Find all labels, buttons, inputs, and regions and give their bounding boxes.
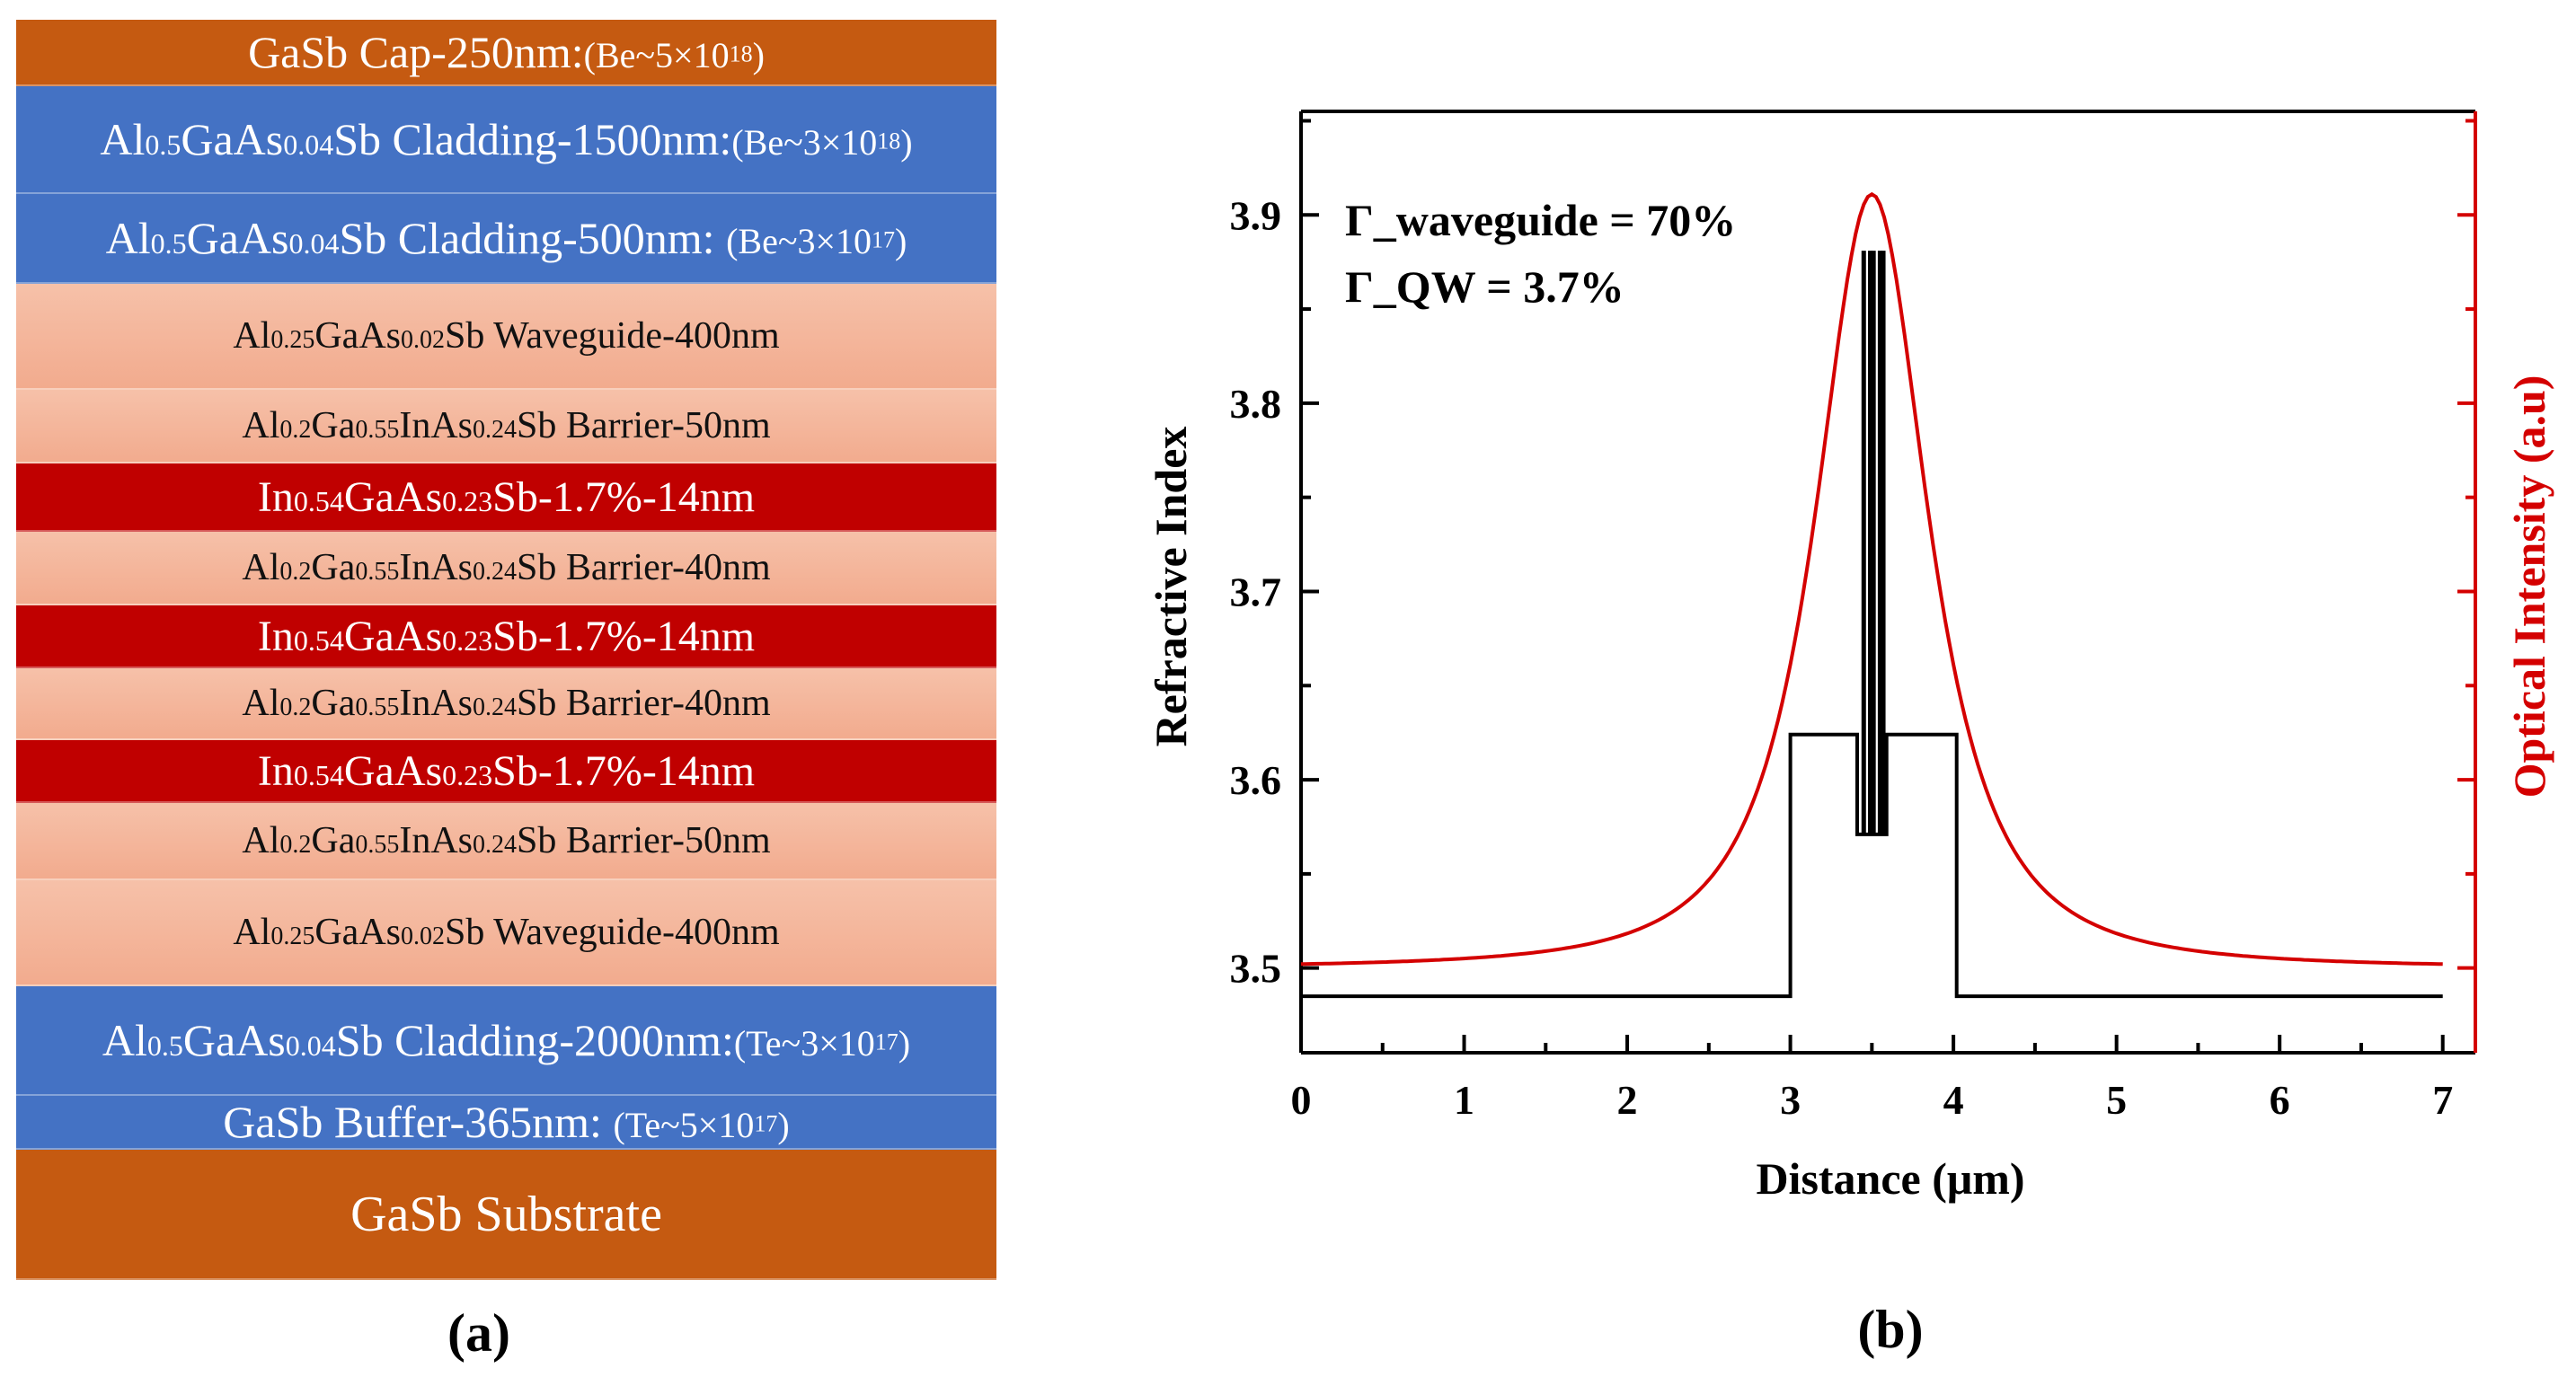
layer-label: Al0.25GaAs0.02Sb Waveguide-400nm (233, 912, 780, 953)
y-tick-label: 3.6 (1230, 757, 1282, 803)
x-axis-label: Distance (μm) (1756, 1153, 2024, 1204)
y-tick-label: 3.8 (1230, 381, 1282, 427)
optical-intensity-line (1300, 191, 2443, 967)
x-tick-label: 7 (2432, 1077, 2453, 1123)
layer-waveguide-bottom: Al0.25GaAs0.02Sb Waveguide-400nm (16, 880, 996, 986)
caption-a: (a) (447, 1303, 510, 1363)
x-tick-label: 6 (2270, 1077, 2290, 1123)
annotation-gamma-waveguide: Γ_waveguide = 70% (1345, 195, 1736, 245)
layer-barrier-50-top: Al0.2Ga0.55InAs0.24Sb Barrier-50nm (16, 390, 996, 463)
y-tick-label: 3.9 (1230, 192, 1282, 238)
x-tick-label: 3 (1780, 1077, 1801, 1123)
layer-gasb-buffer: GaSb Buffer-365nm: (Te~5×1017) (16, 1096, 996, 1150)
y2-axis-label: Optical Intensity (a.u) (2504, 375, 2554, 799)
layer-label: GaSb Substrate (350, 1186, 662, 1242)
x-tick-label: 4 (1943, 1077, 1964, 1123)
layer-label: Al0.5GaAs0.04Sb Cladding-1500nm:(Be~3×10… (100, 114, 913, 164)
layer-label: In0.54GaAs0.23Sb-1.7%-14nm (257, 746, 756, 795)
layer-cladding-2000: Al0.5GaAs0.04Sb Cladding-2000nm:(Te~3×10… (16, 986, 996, 1096)
layer-label: GaSb Buffer-365nm: (Te~5×1017) (223, 1097, 790, 1147)
layer-qw-1: In0.54GaAs0.23Sb-1.7%-14nm (16, 463, 996, 532)
layer-cladding-1500: Al0.5GaAs0.04Sb Cladding-1500nm:(Be~3×10… (16, 86, 996, 194)
caption-b: (b) (1857, 1300, 1923, 1359)
layer-stack: GaSb Cap-250nm:(Be~5×1018) Al0.5GaAs0.04S… (16, 20, 996, 1280)
layer-label: In0.54GaAs0.23Sb-1.7%-14nm (257, 472, 756, 521)
x-tick-label: 1 (1454, 1077, 1474, 1123)
layer-barrier-50-bottom: Al0.2Ga0.55InAs0.24Sb Barrier-50nm (16, 803, 996, 880)
y-tick-label: 3.7 (1230, 569, 1282, 614)
annotation-gamma-qw: Γ_QW = 3.7% (1345, 261, 1624, 312)
x-tick-label: 2 (1617, 1077, 1638, 1123)
y-tick-label: 3.5 (1230, 946, 1282, 992)
layer-label: Al0.5GaAs0.04Sb Cladding-500nm: (Be~3×10… (105, 213, 907, 263)
layer-qw-2: In0.54GaAs0.23Sb-1.7%-14nm (16, 605, 996, 668)
x-tick-label: 0 (1291, 1077, 1312, 1123)
layer-qw-3: In0.54GaAs0.23Sb-1.7%-14nm (16, 740, 996, 803)
layer-waveguide-top: Al0.25GaAs0.02Sb Waveguide-400nm (16, 284, 996, 390)
layer-label: In0.54GaAs0.23Sb-1.7%-14nm (257, 612, 756, 660)
layer-cladding-500: Al0.5GaAs0.04Sb Cladding-500nm: (Be~3×10… (16, 194, 996, 284)
layer-label: Al0.2Ga0.55InAs0.24Sb Barrier-40nm (242, 683, 771, 724)
y-axis-label: Refractive Index (1146, 427, 1196, 747)
layer-gasb-substrate: GaSb Substrate (16, 1150, 996, 1280)
layer-label: GaSb Cap-250nm:(Be~5×1018) (248, 27, 765, 77)
layer-label: Al0.2Ga0.55InAs0.24Sb Barrier-50nm (242, 405, 771, 446)
layer-gasb-cap: GaSb Cap-250nm:(Be~5×1018) (16, 20, 996, 86)
x-tick-label: 5 (2106, 1077, 2127, 1123)
layer-barrier-40-a: Al0.2Ga0.55InAs0.24Sb Barrier-40nm (16, 532, 996, 605)
layer-label: Al0.25GaAs0.02Sb Waveguide-400nm (233, 315, 780, 357)
layer-label: Al0.5GaAs0.04Sb Cladding-2000nm:(Te~3×10… (102, 1015, 911, 1065)
layer-label: Al0.2Ga0.55InAs0.24Sb Barrier-40nm (242, 547, 771, 588)
refractive-index-line (1301, 732, 2443, 999)
layer-barrier-40-b: Al0.2Ga0.55InAs0.24Sb Barrier-40nm (16, 668, 996, 740)
layer-label: Al0.2Ga0.55InAs0.24Sb Barrier-50nm (242, 820, 771, 861)
